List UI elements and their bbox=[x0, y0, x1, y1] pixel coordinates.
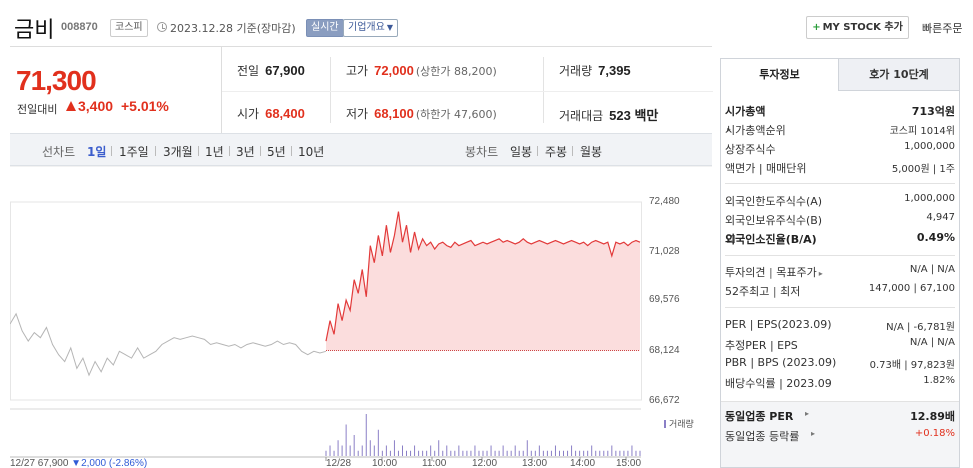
price-chart[interactable]: 72,480 71,028 69,576 68,124 66,672 거래량 1… bbox=[10, 166, 712, 468]
company-overview-dropdown[interactable]: 기업개요 ▼ bbox=[343, 19, 398, 37]
company-overview-label: 기업개요 bbox=[348, 22, 385, 33]
divider bbox=[222, 91, 713, 92]
y-tick-label: 68,124 bbox=[649, 345, 680, 356]
tab-orderbook-10[interactable]: 호가 10단계 bbox=[838, 59, 959, 91]
info-row: 시가총액 713억원 bbox=[725, 105, 955, 118]
divider bbox=[155, 146, 156, 156]
divider bbox=[537, 146, 538, 156]
line-chart-label: 선차트 bbox=[42, 145, 76, 159]
market-badge: 코스피 bbox=[110, 19, 148, 37]
info-row: 추정PER | EPS N/A | N/A bbox=[725, 337, 955, 352]
price-chart-svg bbox=[10, 166, 712, 461]
tab-monthly[interactable]: 월봉 bbox=[580, 145, 603, 159]
industry-section: 동일업종 PER ▸ 12.89배 동일업종 등락률 ▸ +0.18% bbox=[721, 401, 959, 467]
divider bbox=[330, 57, 331, 123]
metric-open: 시가 68,400 bbox=[237, 106, 305, 121]
metric-prev-close: 전일 67,900 bbox=[237, 63, 305, 78]
divider bbox=[725, 307, 955, 308]
help-icon[interactable]: ? bbox=[727, 235, 735, 243]
info-row: 배당수익률 | 2023.09 1.82% bbox=[725, 375, 955, 390]
plus-icon: + bbox=[812, 22, 821, 33]
info-tabs: 투자정보 호가 10단계 bbox=[721, 59, 959, 91]
divider bbox=[229, 146, 230, 156]
info-row: 외국인한도주식수(A) 1,000,000 bbox=[725, 193, 955, 208]
metric-amount: 거래대금 523 백만 bbox=[559, 108, 659, 123]
stock-name: 금비 bbox=[14, 18, 55, 43]
tab-5y[interactable]: 5년 bbox=[267, 145, 286, 159]
prev-day-label: 전일대비 bbox=[17, 103, 58, 116]
price-metrics: 전일 67,900 고가 72,000 (상한가 88,200) 거래량 7,395 시… bbox=[221, 46, 713, 133]
current-price: 71,300 bbox=[16, 65, 97, 96]
reference-date: 2023.12.28 기준(장마감) bbox=[170, 22, 296, 35]
volume-swatch bbox=[664, 420, 666, 428]
info-row: PBR | BPS (2023.09) 0.73배 | 97,823원 bbox=[725, 356, 955, 371]
y-tick-label: 72,480 bbox=[649, 196, 680, 207]
divider bbox=[572, 146, 573, 156]
today-price-line bbox=[325, 211, 641, 342]
divider bbox=[725, 183, 955, 184]
chevron-down-icon: ▼ bbox=[386, 23, 393, 32]
tab-3y[interactable]: 3년 bbox=[236, 145, 255, 159]
prev-day-summary: 12/27 67,900 ▼2,000 (-2.86%) bbox=[10, 458, 148, 468]
y-tick-label: 66,672 bbox=[649, 395, 680, 406]
metric-low: 저가 68,100 (하한가 47,600) bbox=[346, 106, 497, 121]
tab-1d[interactable]: 1일 bbox=[87, 145, 107, 159]
x-tick-label: 10:00 bbox=[372, 458, 398, 468]
tab-3m[interactable]: 3개월 bbox=[163, 145, 193, 159]
info-row: PER | EPS(2023.09) N/A | -6,781원 bbox=[725, 318, 955, 333]
tab-daily[interactable]: 일봉 bbox=[510, 145, 533, 159]
realtime-button[interactable]: 실시간 bbox=[306, 19, 344, 37]
divider bbox=[111, 146, 112, 156]
tab-investment-info[interactable]: 투자정보 bbox=[721, 59, 838, 91]
x-tick-label: 12:00 bbox=[472, 458, 498, 468]
candle-chart-label: 봉차트 bbox=[465, 145, 499, 159]
clock-icon bbox=[157, 22, 167, 32]
my-stock-add-button[interactable]: + MY STOCK 추가 bbox=[806, 16, 909, 39]
y-tick-label: 71,028 bbox=[649, 246, 680, 257]
tab-10y[interactable]: 10년 bbox=[298, 145, 325, 159]
stock-code: 008870 bbox=[61, 21, 98, 33]
tab-1w[interactable]: 1주일 bbox=[119, 145, 149, 159]
price-change: 3,400 bbox=[78, 98, 114, 114]
volume-legend: 거래량 bbox=[664, 417, 694, 430]
x-tick-label: 15:00 bbox=[616, 458, 642, 468]
price-summary: 71,300 전일대비 3,400 +5.01% bbox=[10, 46, 221, 133]
tab-weekly[interactable]: 주봉 bbox=[545, 145, 568, 159]
info-row: 동일업종 등락률 ▸ +0.18% bbox=[725, 428, 955, 443]
prev-day-line bbox=[10, 312, 327, 377]
plot-area bbox=[10, 201, 642, 401]
info-row: 시가총액순위 ▸ 코스피 1014위 bbox=[725, 124, 955, 137]
price-change-pct: +5.01% bbox=[121, 98, 169, 114]
quick-order-link[interactable]: 빠른주문 bbox=[922, 22, 963, 35]
y-tick-label: 69,576 bbox=[649, 294, 680, 305]
info-row: 액면가 | 매매단위 5,000원 | 1주 bbox=[725, 162, 955, 175]
x-tick-label: 11:00 bbox=[422, 458, 447, 468]
divider bbox=[725, 255, 955, 256]
tab-1y[interactable]: 1년 bbox=[205, 145, 224, 159]
info-row: 투자의견 | 목표주가 ▸ N/A | N/A bbox=[725, 264, 955, 279]
divider bbox=[260, 146, 261, 156]
x-tick-label: 14:00 bbox=[570, 458, 596, 468]
metric-high: 고가 72,000 (상한가 88,200) bbox=[346, 63, 497, 78]
info-row: 외국인소진율(B/A)? 0.49% bbox=[725, 231, 955, 246]
x-tick-label: 12/28 bbox=[326, 458, 352, 468]
chart-period-tabs: 선차트 1일 1주일 3개월 1년 3년 5년 10년 봉차트 일봉 주봉 월봉 bbox=[10, 133, 712, 166]
divider bbox=[291, 146, 292, 156]
info-row: 외국인보유주식수(B) 4,947 bbox=[725, 212, 955, 227]
divider bbox=[198, 146, 199, 156]
my-stock-label: MY STOCK 추가 bbox=[822, 22, 903, 33]
up-triangle-icon bbox=[66, 101, 76, 111]
divider bbox=[543, 57, 544, 123]
stock-header: 금비 008870 코스피 2023.12.28 기준(장마감) 실시간 기업개… bbox=[0, 0, 973, 56]
info-row: 52주최고 | 최저 147,000 | 67,100 bbox=[725, 283, 955, 298]
info-row: 동일업종 PER ▸ 12.89배 bbox=[725, 409, 955, 423]
metric-volume: 거래량 7,395 bbox=[559, 63, 631, 78]
x-tick-label: 13:00 bbox=[522, 458, 548, 468]
today-area-fill bbox=[326, 211, 640, 351]
info-row: 상장주식수 1,000,000 bbox=[725, 141, 955, 156]
investment-info-panel: 투자정보 호가 10단계 시가총액 713억원 시가총액순위 ▸ 코스피 1014위 … bbox=[720, 58, 960, 468]
